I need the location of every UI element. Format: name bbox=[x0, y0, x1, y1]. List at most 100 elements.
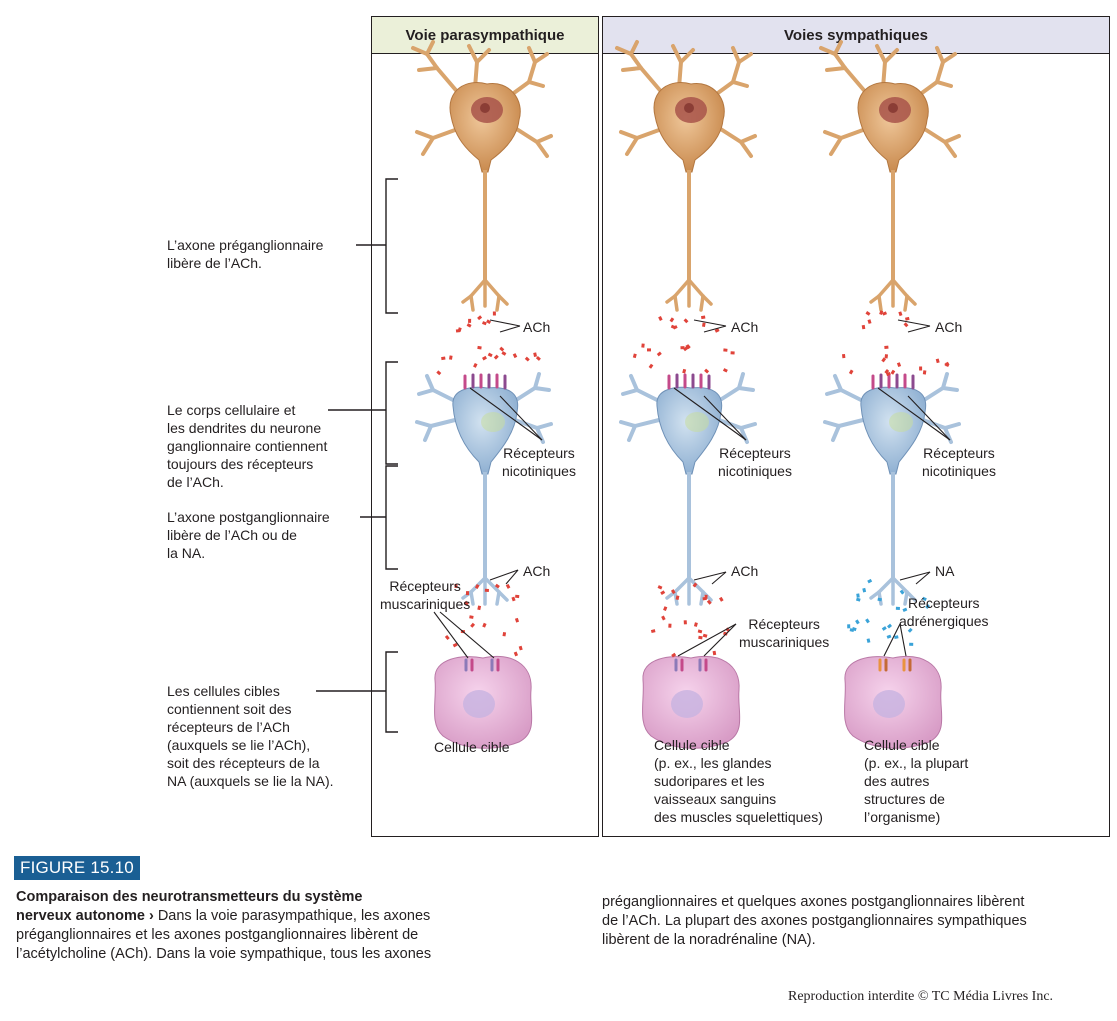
na-molecule bbox=[856, 593, 860, 598]
ach-molecule bbox=[470, 622, 476, 628]
target-cell-symp2 bbox=[844, 655, 943, 749]
ach-molecule bbox=[719, 596, 724, 602]
ach-molecule bbox=[723, 631, 728, 636]
ach-molecule bbox=[658, 316, 663, 321]
ach-molecule bbox=[452, 642, 458, 648]
symp2-ach-top: ACh bbox=[935, 319, 963, 335]
para-target-label: Cellule cible bbox=[434, 739, 510, 755]
ach-molecule bbox=[701, 315, 706, 320]
preganglionic-neuron-para bbox=[411, 40, 553, 312]
ach-molecule bbox=[706, 599, 712, 605]
ach-molecule bbox=[524, 356, 530, 362]
ach-molecule bbox=[896, 362, 902, 367]
ach-molecule bbox=[898, 311, 903, 317]
ach-molecule bbox=[647, 348, 651, 352]
ach-molecule bbox=[533, 352, 537, 357]
ach-molecule bbox=[861, 324, 866, 330]
ach-molecule bbox=[905, 316, 910, 321]
ach-molecule bbox=[682, 368, 687, 374]
ach-molecule bbox=[493, 354, 499, 360]
preganglionic-neuron-symp1 bbox=[615, 40, 757, 312]
ach-molecule bbox=[702, 633, 708, 638]
ach-molecule bbox=[535, 355, 541, 361]
symp1-ach-top: ACh bbox=[731, 319, 759, 335]
ach-molecule bbox=[499, 346, 505, 352]
ach-molecule bbox=[890, 369, 896, 375]
sympathetic-panel: Voies sympathiques bbox=[602, 16, 1110, 837]
caption-left: Comparaison des neurotransmetteurs du sy… bbox=[16, 888, 576, 964]
ach-molecule bbox=[514, 617, 520, 623]
label-preganglionic: L’axone préganglionnaire libère de l’ACh… bbox=[167, 237, 324, 271]
ach-molecule bbox=[884, 369, 890, 374]
na-molecule bbox=[894, 635, 899, 639]
caption-arrow: › bbox=[148, 908, 154, 924]
na-molecule bbox=[921, 596, 927, 602]
ach-molecule bbox=[660, 590, 666, 596]
ach-molecule bbox=[692, 582, 698, 588]
na-molecule bbox=[907, 627, 913, 633]
ach-molecule bbox=[867, 319, 872, 324]
ach-molecule bbox=[454, 583, 458, 588]
ach-molecule bbox=[482, 321, 487, 326]
na-molecule bbox=[855, 619, 860, 625]
symp2-na-bottom: NA bbox=[935, 563, 955, 579]
figure-number: FIGURE 15.10 bbox=[14, 856, 140, 880]
ach-molecule bbox=[922, 370, 927, 375]
na-molecule bbox=[847, 624, 851, 629]
ach-molecule bbox=[656, 351, 662, 357]
na-molecule bbox=[867, 578, 873, 584]
ach-molecule bbox=[492, 311, 496, 316]
ach-molecule bbox=[697, 629, 703, 634]
na-molecule bbox=[881, 626, 887, 631]
symp2-adrenergic-label: Récepteurs adrénergiques bbox=[899, 595, 989, 629]
para-ach-bottom: ACh bbox=[523, 563, 551, 579]
ach-molecule bbox=[455, 329, 461, 333]
ach-molecule bbox=[436, 370, 442, 376]
ach-molecule bbox=[449, 355, 453, 360]
ach-molecule bbox=[669, 317, 675, 323]
ach-molecule bbox=[672, 325, 678, 330]
ach-molecule bbox=[650, 629, 656, 634]
ach-molecule bbox=[482, 355, 487, 361]
symp2-nicotinic-label: Récepteurs nicotiniques bbox=[922, 445, 996, 479]
ach-molecule bbox=[474, 584, 480, 589]
ach-molecule bbox=[505, 583, 511, 589]
ach-molecule bbox=[482, 622, 487, 628]
ach-molecule bbox=[484, 588, 489, 593]
na-molecule bbox=[862, 587, 867, 593]
ach-molecule bbox=[512, 353, 518, 359]
sympathetic-header: Voies sympathiques bbox=[603, 17, 1109, 54]
ach-molecule bbox=[675, 595, 680, 600]
ach-molecule bbox=[884, 354, 889, 359]
ach-molecule bbox=[935, 358, 940, 364]
ach-molecule bbox=[671, 652, 677, 658]
ach-molecule bbox=[466, 323, 472, 328]
caption-right: préganglionnaires et quelques axones pos… bbox=[602, 894, 1027, 948]
ach-molecule bbox=[632, 353, 637, 359]
ach-molecule bbox=[465, 591, 470, 596]
ach-molecule bbox=[468, 318, 472, 323]
ach-molecule bbox=[515, 594, 520, 599]
ach-molecule bbox=[494, 583, 500, 589]
ach-molecule bbox=[477, 345, 482, 350]
ach-molecule bbox=[879, 310, 884, 315]
ach-molecule bbox=[444, 635, 450, 640]
para-nicotinic-label: Récepteurs nicotiniques bbox=[502, 445, 576, 479]
ach-molecule bbox=[683, 318, 689, 324]
ach-molecule bbox=[487, 352, 493, 358]
ach-molecule bbox=[704, 594, 708, 599]
symp1-nicotinic-label: Récepteurs nicotiniques bbox=[718, 445, 792, 479]
ach-molecule bbox=[486, 319, 492, 325]
ach-molecule bbox=[441, 356, 446, 361]
target-cell-symp1 bbox=[642, 655, 741, 749]
na-molecule bbox=[851, 627, 857, 632]
ach-molecule bbox=[722, 368, 728, 373]
ach-molecule bbox=[704, 368, 710, 374]
ach-molecule bbox=[501, 351, 507, 356]
ach-molecule bbox=[882, 311, 888, 316]
ach-molecule bbox=[477, 605, 482, 611]
na-molecule bbox=[925, 604, 931, 609]
para-muscarinic-label: Récepteurs muscariniques bbox=[380, 578, 471, 612]
ach-molecule bbox=[477, 315, 483, 321]
